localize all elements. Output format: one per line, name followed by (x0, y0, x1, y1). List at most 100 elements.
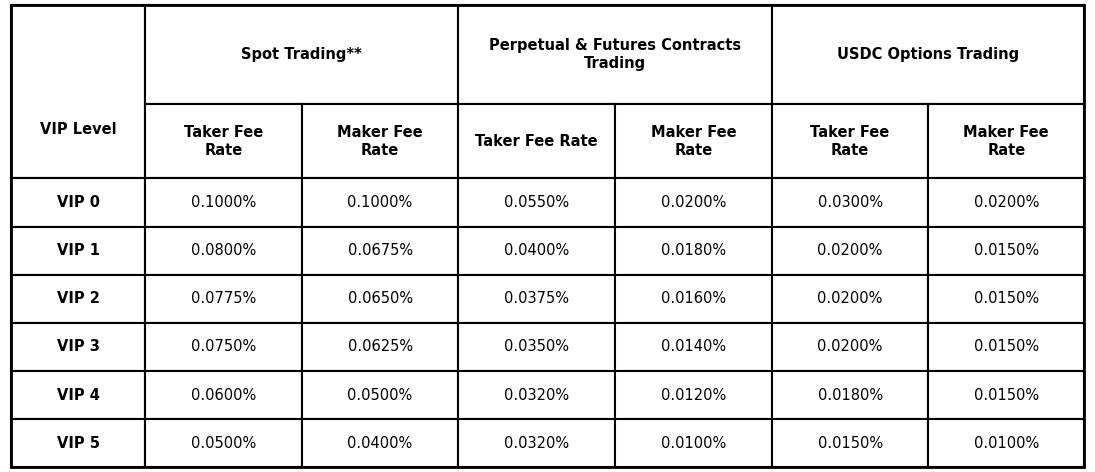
Bar (615, 419, 772, 467)
Bar (11, 227, 145, 275)
Text: 0.0750%: 0.0750% (191, 339, 256, 354)
Text: VIP Level: VIP Level (39, 122, 116, 137)
Text: 0.0150%: 0.0150% (973, 243, 1039, 258)
Text: 0.0600%: 0.0600% (191, 388, 256, 403)
Text: 0.0800%: 0.0800% (191, 243, 256, 258)
Text: Taker Fee
Rate: Taker Fee Rate (810, 125, 890, 158)
Bar (459, 227, 615, 275)
Text: 0.0675%: 0.0675% (347, 243, 413, 258)
Bar (11, 419, 145, 467)
Bar (145, 371, 302, 419)
Bar (302, 275, 459, 323)
Text: 0.0500%: 0.0500% (347, 388, 413, 403)
Bar (772, 178, 929, 227)
Bar (772, 323, 929, 371)
Bar (929, 419, 1084, 467)
Text: 0.0180%: 0.0180% (661, 243, 726, 258)
Text: Maker Fee
Rate: Maker Fee Rate (650, 125, 736, 158)
Text: USDC Options Trading: USDC Options Trading (837, 47, 1019, 62)
Text: 0.0350%: 0.0350% (505, 339, 569, 354)
Text: VIP 5: VIP 5 (57, 436, 100, 451)
Bar (302, 323, 459, 371)
Bar (615, 275, 772, 323)
Text: Taker Fee
Rate: Taker Fee Rate (184, 125, 263, 158)
Text: Maker Fee
Rate: Maker Fee Rate (337, 125, 423, 158)
Bar (772, 227, 929, 275)
Bar (11, 371, 145, 419)
Bar (145, 323, 302, 371)
Text: 0.0775%: 0.0775% (191, 291, 256, 306)
Text: 0.0200%: 0.0200% (818, 291, 883, 306)
Text: 0.0140%: 0.0140% (661, 339, 726, 354)
Text: Maker Fee
Rate: Maker Fee Rate (964, 125, 1049, 158)
Text: VIP 4: VIP 4 (57, 388, 100, 403)
Bar (11, 323, 145, 371)
Text: 0.0650%: 0.0650% (347, 291, 413, 306)
Bar (772, 5, 1084, 104)
Text: 0.0400%: 0.0400% (504, 243, 569, 258)
Text: Taker Fee Rate: Taker Fee Rate (475, 134, 598, 149)
Bar (929, 104, 1084, 178)
Text: 0.0400%: 0.0400% (347, 436, 413, 451)
Bar (459, 419, 615, 467)
Bar (145, 104, 302, 178)
Bar (929, 227, 1084, 275)
Bar (145, 178, 302, 227)
Bar (459, 275, 615, 323)
Bar (302, 104, 459, 178)
Text: 0.0180%: 0.0180% (818, 388, 883, 403)
Bar (615, 323, 772, 371)
Bar (302, 371, 459, 419)
Bar (302, 178, 459, 227)
Text: 0.0200%: 0.0200% (660, 195, 726, 210)
Text: Spot Trading**: Spot Trading** (241, 47, 362, 62)
Bar (459, 104, 615, 178)
Bar (772, 275, 929, 323)
Bar (459, 178, 615, 227)
Bar (615, 178, 772, 227)
Text: VIP 3: VIP 3 (57, 339, 100, 354)
Bar (929, 323, 1084, 371)
Text: 0.0625%: 0.0625% (347, 339, 413, 354)
Text: 0.0120%: 0.0120% (660, 388, 726, 403)
Text: Perpetual & Futures Contracts
Trading: Perpetual & Futures Contracts Trading (489, 38, 741, 71)
Text: 0.1000%: 0.1000% (347, 195, 413, 210)
Text: 0.0500%: 0.0500% (191, 436, 256, 451)
Text: 0.0150%: 0.0150% (818, 436, 883, 451)
Text: 0.0100%: 0.0100% (973, 436, 1039, 451)
Bar (145, 275, 302, 323)
Text: 0.0300%: 0.0300% (818, 195, 883, 210)
Bar (145, 5, 459, 104)
Bar (772, 104, 929, 178)
Text: 0.0200%: 0.0200% (818, 243, 883, 258)
Bar (145, 419, 302, 467)
Bar (11, 275, 145, 323)
Text: 0.0375%: 0.0375% (505, 291, 569, 306)
Bar (145, 227, 302, 275)
Text: 0.0150%: 0.0150% (973, 339, 1039, 354)
Text: 0.0160%: 0.0160% (661, 291, 726, 306)
Bar (459, 371, 615, 419)
Bar (302, 227, 459, 275)
Text: 0.0200%: 0.0200% (973, 195, 1039, 210)
Text: 0.0320%: 0.0320% (504, 436, 569, 451)
Text: VIP 1: VIP 1 (57, 243, 100, 258)
Bar (615, 371, 772, 419)
Bar (929, 178, 1084, 227)
Text: 0.0150%: 0.0150% (973, 291, 1039, 306)
Text: 0.0200%: 0.0200% (818, 339, 883, 354)
Bar (615, 104, 772, 178)
Bar (459, 323, 615, 371)
Text: 0.0550%: 0.0550% (504, 195, 569, 210)
Bar (772, 371, 929, 419)
Bar (772, 419, 929, 467)
Bar (459, 5, 772, 104)
Text: VIP 0: VIP 0 (57, 195, 100, 210)
Bar (929, 275, 1084, 323)
Bar (302, 419, 459, 467)
Text: 0.0320%: 0.0320% (504, 388, 569, 403)
Text: 0.0100%: 0.0100% (660, 436, 726, 451)
Bar (615, 227, 772, 275)
Text: 0.0150%: 0.0150% (973, 388, 1039, 403)
Bar (11, 178, 145, 227)
